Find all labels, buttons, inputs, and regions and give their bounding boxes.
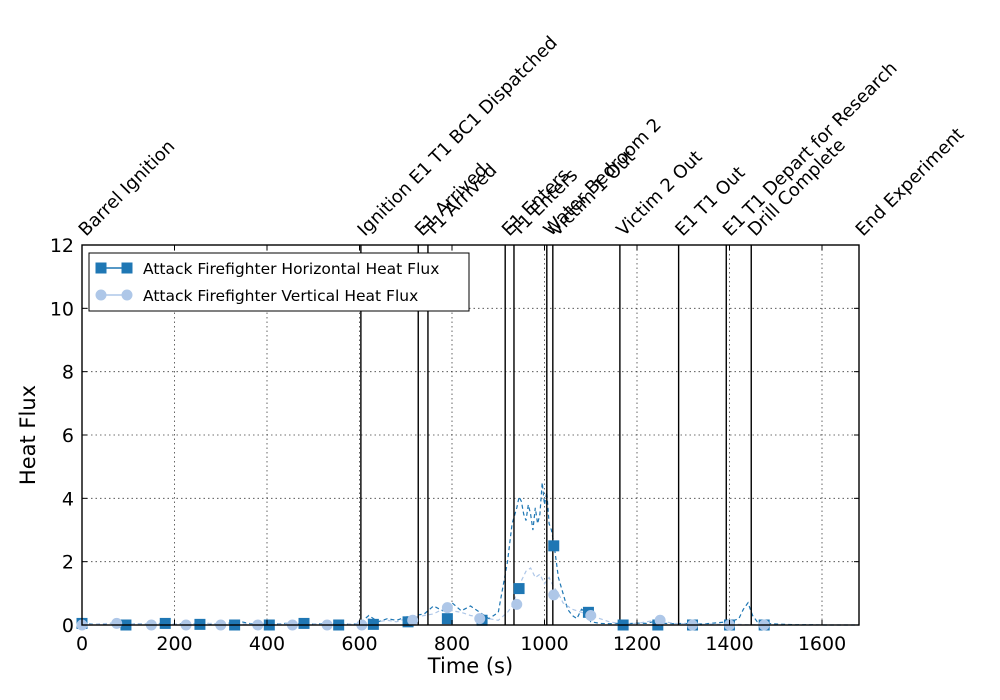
- x-tick-label: 600: [341, 633, 377, 655]
- event-labels: Barrel Ignition Ignition E1 T1 BC1 Dispat…: [75, 32, 969, 241]
- legend-circle-marker: [121, 289, 133, 301]
- event-markers: [360, 245, 752, 625]
- legend-square-marker: [95, 262, 107, 274]
- y-tick-label: 12: [50, 235, 74, 257]
- circle-marker: [585, 610, 597, 621]
- square-marker: [441, 613, 453, 625]
- legend-entry-1: Attack Firefighter Vertical Heat Flux: [143, 287, 418, 305]
- square-marker: [513, 583, 525, 595]
- series-line-0: [81, 482, 859, 626]
- legend-square-marker: [121, 262, 133, 274]
- x-axis-label: Time (s): [427, 654, 513, 678]
- square-marker: [548, 540, 560, 552]
- circle-marker: [548, 589, 560, 601]
- x-tick-label: 1200: [613, 633, 661, 655]
- y-tick-label: 6: [62, 425, 74, 447]
- data-markers: [76, 540, 770, 631]
- legend: Attack Firefighter Horizontal Heat Flux A…: [88, 252, 470, 312]
- circle-marker: [441, 602, 453, 614]
- legend-circle-marker: [95, 289, 107, 301]
- y-tick-label: 0: [62, 615, 74, 637]
- circle-marker: [407, 614, 419, 626]
- x-tick-label: 1400: [705, 633, 753, 655]
- circle-marker: [511, 598, 523, 610]
- legend-box: [88, 252, 470, 312]
- circle-marker: [111, 617, 123, 629]
- y-tick-label: 8: [62, 362, 74, 384]
- x-tick-label: 400: [249, 633, 285, 655]
- x-tick-label: 800: [434, 633, 470, 655]
- circle-marker: [654, 614, 666, 626]
- x-tick-label: 200: [156, 633, 192, 655]
- legend-entry-0: Attack Firefighter Horizontal Heat Flux: [143, 260, 439, 278]
- series-lines: [81, 482, 859, 626]
- circle-marker: [474, 613, 486, 625]
- axis-ticks: [81, 244, 859, 626]
- square-marker: [159, 617, 171, 629]
- square-marker: [298, 617, 310, 629]
- event-label: End Experiment: [852, 124, 969, 241]
- event-label: Barrel Ignition: [75, 136, 180, 241]
- y-tick-label: 2: [62, 552, 74, 574]
- y-tick-label: 10: [50, 298, 74, 320]
- tick-labels: 0 200 400 600 800 1000 1200 1400 1600 0 2 4 6 8 10 12: [50, 235, 846, 655]
- y-tick-label: 4: [62, 488, 74, 510]
- x-tick-label: 1000: [520, 633, 568, 655]
- series-line-1: [81, 567, 859, 626]
- x-tick-label: 0: [76, 633, 88, 655]
- y-axis-label: Heat Flux: [16, 385, 40, 485]
- x-tick-label: 1600: [798, 633, 846, 655]
